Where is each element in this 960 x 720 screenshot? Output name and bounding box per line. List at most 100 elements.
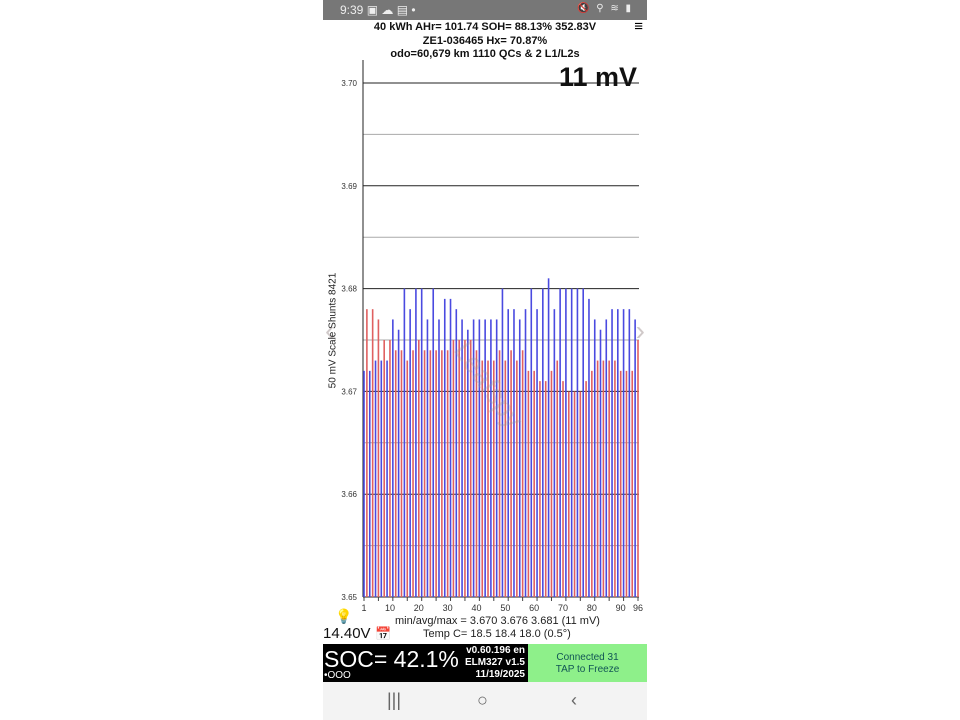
cell-bar [611, 309, 613, 597]
cell-bar [374, 360, 377, 597]
cell-bar [516, 360, 518, 597]
cell-bar [438, 319, 440, 597]
recent-apps-button[interactable]: ||| [387, 690, 402, 710]
cell-bar [446, 350, 449, 597]
cell-bar [380, 360, 383, 597]
cell-bar [617, 309, 619, 597]
cell-bar [412, 350, 414, 597]
lightbulb-icon[interactable]: 💡 [335, 608, 353, 624]
cell-bar [469, 340, 472, 597]
cell-bar [588, 298, 590, 597]
adapter-version: ELM327 v1.5 [464, 657, 525, 668]
x-tick-label: 50 [500, 603, 510, 613]
soc-panel[interactable]: SOC= 42.1% •OOO v0.60.196 en ELM327 v1.5… [323, 644, 528, 682]
cell-bar [625, 370, 628, 597]
cell-bar [397, 329, 400, 597]
cell-bar [582, 288, 584, 597]
x-tick-label: 60 [529, 603, 539, 613]
cell-bar [441, 350, 443, 597]
cell-bar [383, 340, 385, 597]
status-bar: 9:39 ▣ ☁ ▤ • 🔇 ⚲ ≋ ▮ [323, 0, 647, 20]
cell-bar [415, 288, 417, 597]
cell-bar [576, 288, 579, 597]
cell-bar [406, 360, 409, 597]
cell-bar [507, 309, 510, 597]
cell-bar [559, 288, 561, 597]
cell-bar [524, 309, 527, 597]
x-tick-label: 20 [414, 603, 424, 613]
cell-bar [484, 319, 486, 597]
y-axis-label: 50 mV Scale Shunts 8421 [327, 272, 339, 389]
cell-bar [389, 340, 391, 597]
cell-bar [504, 360, 507, 597]
cell-bar [637, 340, 639, 597]
menu-icon[interactable]: ≡ [634, 18, 643, 35]
cell-bar [510, 350, 512, 597]
cell-bar [513, 309, 515, 597]
x-tick-label: 90 [616, 603, 626, 613]
y-tick-label: 3.68 [341, 285, 357, 294]
calendar-icon[interactable]: 📅 [375, 626, 392, 641]
back-button[interactable]: ‹ [571, 690, 577, 710]
cell-bar [573, 391, 576, 597]
cell-voltage-chart[interactable]: 3.65 3.66 3.67 3.68 3.69 3.70 1 10 20 30 40 50 60 70 8… [323, 60, 647, 620]
cell-bar [426, 319, 429, 597]
cell-bar [472, 319, 475, 597]
y-tick-label: 3.66 [341, 490, 357, 499]
cell-bar [366, 309, 368, 597]
cell-bar [429, 350, 432, 597]
cell-bar [593, 319, 596, 597]
cell-bar [553, 309, 556, 597]
home-button[interactable]: ○ [477, 690, 488, 710]
cell-bar [455, 309, 458, 597]
cell-bar [628, 309, 631, 597]
cell-bar [631, 370, 634, 597]
cell-bar [377, 319, 380, 597]
cell-bar [565, 288, 567, 597]
previous-screen-arrow-icon[interactable]: ‹ [325, 315, 335, 346]
date: 11/19/2025 [475, 669, 526, 680]
x-tick-label: 10 [385, 603, 395, 613]
cell-bar [498, 350, 501, 597]
x-tick-label: 80 [587, 603, 597, 613]
cell-bar [599, 329, 602, 597]
cell-bar [605, 319, 608, 597]
time: 9:39 [340, 3, 364, 17]
cell-bar [443, 298, 446, 597]
cell-bar [368, 370, 371, 597]
cell-bar [536, 309, 538, 597]
next-screen-arrow-icon[interactable]: › [635, 315, 645, 346]
y-tick-label: 3.67 [341, 387, 357, 396]
cell-bar [542, 288, 544, 597]
cell-bar [487, 360, 489, 597]
cell-bar [481, 360, 484, 597]
x-tick-label: 96 [633, 603, 643, 613]
odometer-charges: odo=60,679 km 1110 QCs & 2 L1/L2s [390, 48, 580, 60]
cell-bar [458, 340, 460, 597]
cell-bar [521, 350, 524, 597]
cell-bar [449, 298, 452, 597]
cell-bar [490, 319, 492, 597]
cell-bar [418, 340, 420, 597]
clock: 9:39 ▣ ☁ ▤ • [340, 3, 416, 17]
cell-bar [614, 360, 616, 597]
aux-battery-voltage: 14.40V [323, 625, 371, 642]
cell-bar [423, 350, 426, 597]
cell-bar [527, 370, 530, 597]
cell-bar [567, 391, 570, 597]
cell-bar [562, 381, 564, 597]
cell-bar [550, 370, 553, 597]
tap-to-freeze: TAP to Freeze [555, 664, 620, 675]
x-tick-label: 40 [471, 603, 481, 613]
cell-bar [492, 360, 495, 597]
cell-bar [544, 381, 547, 597]
cell-bar [464, 340, 466, 597]
navigation-bar: ||| ○ ‹ [323, 682, 647, 720]
notification-icons: ▣ ☁ ▤ • [366, 3, 416, 17]
cell-bar [622, 309, 625, 597]
connection-button[interactable]: Connected 31 TAP to Freeze [528, 644, 647, 682]
phone-screen: 9:39 ▣ ☁ ▤ • 🔇 ⚲ ≋ ▮ 40 kWh AHr= 101.74 … [323, 0, 647, 720]
cell-bar [501, 288, 504, 597]
cell-bar [371, 309, 374, 597]
y-tick-label: 3.69 [341, 182, 357, 191]
